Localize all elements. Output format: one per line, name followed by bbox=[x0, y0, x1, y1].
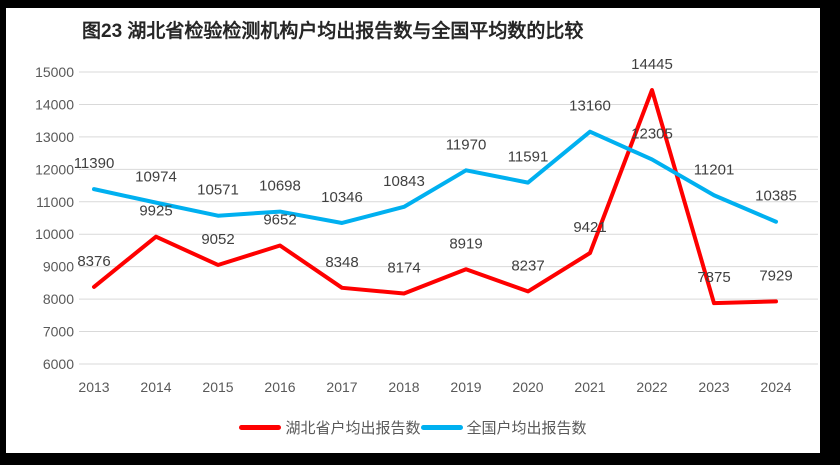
y-axis-tick-label: 15000 bbox=[35, 64, 74, 80]
data-label: 8376 bbox=[77, 253, 110, 270]
legend-swatch-national-blue-line bbox=[420, 424, 463, 430]
data-label: 7875 bbox=[697, 269, 730, 286]
x-axis-tick-label: 2019 bbox=[450, 379, 481, 395]
x-axis-tick-label: 2021 bbox=[574, 379, 605, 395]
data-label: 8348 bbox=[325, 254, 358, 271]
data-label: 11201 bbox=[694, 161, 735, 178]
chart-legend: 湖北省户均出报告数 全国户均出报告数 bbox=[6, 414, 820, 440]
x-axis-tick-label: 2013 bbox=[78, 379, 109, 395]
series-line-0 bbox=[92, 88, 778, 306]
data-label: 11591 bbox=[508, 149, 549, 166]
y-axis-tick-label: 10000 bbox=[35, 226, 74, 242]
data-label: 13160 bbox=[569, 98, 611, 115]
legend-swatch-hubei-red-line bbox=[239, 424, 282, 430]
y-axis-tick-label: 13000 bbox=[35, 129, 74, 145]
data-label: 9052 bbox=[201, 231, 234, 248]
data-label: 8919 bbox=[449, 235, 482, 252]
chart-title: 图23 湖北省检验检测机构户均出报告数与全国平均数的比较 bbox=[82, 21, 584, 42]
legend-item-national: 全国户均出报告数 bbox=[420, 417, 587, 438]
x-axis-tick-label: 2020 bbox=[512, 379, 543, 395]
data-label: 12305 bbox=[631, 125, 673, 142]
x-axis-tick-label: 2016 bbox=[264, 379, 295, 395]
data-label: 8237 bbox=[511, 257, 544, 274]
legend-label-hubei: 湖北省户均出报告数 bbox=[285, 419, 421, 437]
y-axis-tick-label: 12000 bbox=[35, 161, 74, 177]
data-label: 8174 bbox=[387, 259, 420, 276]
y-axis-tick-label: 8000 bbox=[43, 291, 74, 307]
data-label: 7929 bbox=[759, 267, 792, 284]
x-axis-tick-label: 2022 bbox=[636, 379, 667, 395]
y-axis-tick-label: 7000 bbox=[43, 324, 74, 340]
y-axis-tick-label: 11000 bbox=[36, 194, 74, 210]
data-label: 9925 bbox=[139, 203, 172, 220]
legend-item-hubei: 湖北省户均出报告数 bbox=[239, 417, 421, 438]
line-chart-canvas: 6000 7000 8000 9000 10000 11000 12000 13000 1400… bbox=[35, 56, 818, 395]
y-axis-tick-label: 14000 bbox=[35, 96, 74, 112]
data-label: 10385 bbox=[755, 188, 797, 205]
data-label: 10346 bbox=[321, 189, 363, 206]
x-axis-tick-label: 2018 bbox=[388, 379, 419, 395]
data-label: 14445 bbox=[631, 56, 673, 73]
data-label: 11390 bbox=[74, 155, 115, 172]
data-label: 10974 bbox=[135, 169, 177, 186]
x-axis-tick-label: 2014 bbox=[140, 379, 171, 395]
data-label: 10571 bbox=[197, 182, 239, 199]
data-label: 9652 bbox=[263, 212, 296, 229]
y-axis-tick-label: 6000 bbox=[43, 356, 74, 372]
x-axis-tick-label: 2023 bbox=[698, 379, 729, 395]
legend-label-national: 全国户均出报告数 bbox=[466, 419, 587, 437]
x-axis-tick-label: 2017 bbox=[326, 379, 357, 395]
data-label: 10843 bbox=[383, 173, 425, 190]
y-axis-tick-label: 9000 bbox=[43, 259, 74, 275]
data-label: 10698 bbox=[259, 178, 301, 195]
data-label: 11970 bbox=[446, 136, 487, 153]
x-axis-tick-label: 2024 bbox=[760, 379, 791, 395]
series-line-1 bbox=[92, 129, 778, 225]
data-label: 9421 bbox=[573, 219, 606, 236]
x-axis-tick-label: 2015 bbox=[202, 379, 233, 395]
